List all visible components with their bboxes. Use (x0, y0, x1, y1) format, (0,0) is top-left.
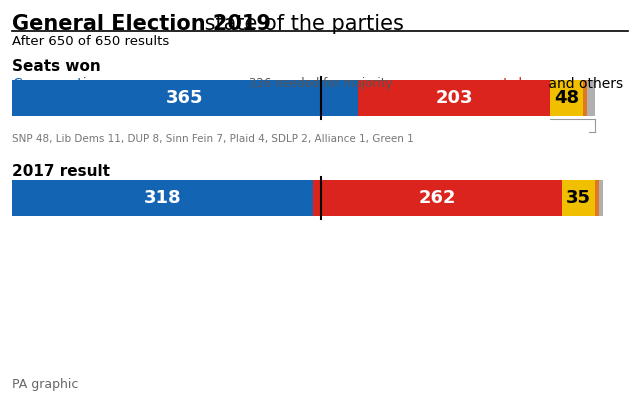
Bar (12, 180, 314, 216)
Bar (582, 80, 588, 116)
Text: 262: 262 (419, 189, 456, 207)
Text: General Election 2019: General Election 2019 (12, 14, 271, 34)
Text: Labour: Labour (503, 77, 551, 91)
Text: Conservative: Conservative (12, 77, 104, 91)
Bar (595, 180, 598, 216)
Bar (598, 180, 604, 216)
Bar (588, 80, 595, 116)
Bar (314, 180, 562, 216)
Text: 203: 203 (435, 89, 473, 107)
Text: PA graphic: PA graphic (12, 378, 78, 391)
Text: state of the parties: state of the parties (198, 14, 404, 34)
Text: 48: 48 (554, 89, 579, 107)
Bar (550, 80, 582, 116)
Text: 326 needed for majority: 326 needed for majority (249, 77, 393, 90)
Bar (562, 180, 595, 216)
Bar (358, 80, 550, 116)
Text: and others: and others (544, 77, 623, 91)
Text: Seats won: Seats won (12, 59, 100, 74)
Text: SNP 48, Lib Dems 11, DUP 8, Sinn Fein 7, Plaid 4, SDLP 2, Alliance 1, Green 1: SNP 48, Lib Dems 11, DUP 8, Sinn Fein 7,… (12, 134, 413, 144)
Text: 365: 365 (166, 89, 204, 107)
Bar (12, 80, 358, 116)
Text: 318: 318 (144, 189, 182, 207)
Text: After 650 of 650 results: After 650 of 650 results (12, 35, 169, 48)
Text: 2017 result: 2017 result (12, 164, 110, 179)
Text: 35: 35 (566, 189, 591, 207)
